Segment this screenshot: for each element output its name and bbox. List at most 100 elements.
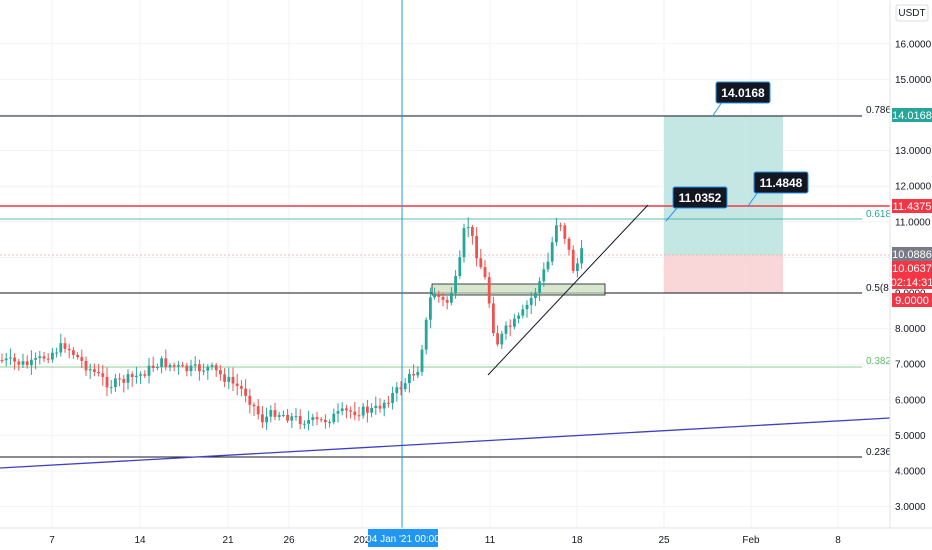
svg-text:18: 18 bbox=[571, 535, 583, 546]
candle-down bbox=[164, 358, 168, 368]
svg-text:26: 26 bbox=[283, 535, 295, 546]
candle-up bbox=[408, 373, 411, 384]
candle-up bbox=[458, 257, 462, 277]
callout-label: 11.0352 bbox=[679, 191, 722, 205]
candle-up bbox=[147, 365, 151, 376]
candle-up bbox=[265, 416, 268, 423]
candle-up bbox=[109, 387, 113, 389]
candle-down bbox=[42, 356, 46, 359]
candle-up bbox=[51, 352, 54, 360]
candle-down bbox=[244, 388, 247, 396]
candle-up bbox=[513, 318, 516, 327]
candle-down bbox=[198, 364, 201, 372]
currency-label: USDT bbox=[898, 8, 925, 19]
candle-down bbox=[508, 325, 512, 327]
candle-down bbox=[441, 296, 445, 300]
candle-down bbox=[445, 299, 449, 303]
candle-down bbox=[349, 410, 352, 412]
candle-down bbox=[185, 365, 189, 372]
candle-up bbox=[504, 325, 508, 334]
candle-down bbox=[252, 404, 256, 407]
fib-label-0618: 0.618( bbox=[866, 209, 895, 220]
candle-up bbox=[517, 315, 520, 319]
price-tick-label: 8.0000 bbox=[895, 324, 926, 335]
currency-selector[interactable]: USDT bbox=[895, 4, 929, 22]
countdown-tag: 02:14:31 bbox=[891, 275, 932, 289]
candle-up bbox=[529, 298, 533, 305]
price-tick-label: 7.0000 bbox=[895, 360, 926, 371]
time-axis[interactable] bbox=[0, 528, 890, 550]
callout-11-4848[interactable]: 11.4848 bbox=[747, 171, 809, 207]
candle-down bbox=[67, 348, 71, 351]
candle-down bbox=[345, 408, 348, 411]
candle-up bbox=[525, 304, 529, 310]
candle-up bbox=[303, 423, 306, 425]
candle-up bbox=[340, 408, 344, 412]
candle-up bbox=[462, 228, 466, 258]
candle-up bbox=[580, 248, 583, 264]
candle-up bbox=[336, 411, 340, 414]
candle-up bbox=[542, 269, 546, 282]
candle-up bbox=[576, 263, 579, 272]
candle-down bbox=[261, 414, 264, 423]
time-axis-ticks: 7 14 21 26 202 11 18 25 Feb 8 bbox=[49, 535, 841, 546]
candle-down bbox=[214, 365, 218, 371]
long-trend-line[interactable] bbox=[0, 417, 891, 469]
candle-down bbox=[319, 419, 323, 421]
candle-up bbox=[416, 371, 420, 376]
svg-text:25: 25 bbox=[658, 535, 670, 546]
candle-up bbox=[311, 417, 315, 421]
callout-label: 11.4848 bbox=[760, 176, 803, 190]
candle-up bbox=[370, 407, 373, 413]
candle-up bbox=[168, 365, 172, 368]
svg-text:02:14:31: 02:14:31 bbox=[891, 277, 932, 289]
candle-down bbox=[76, 354, 79, 358]
candle-down bbox=[219, 370, 222, 375]
grid bbox=[0, 0, 890, 528]
candle-down bbox=[353, 411, 357, 416]
candle-down bbox=[559, 225, 562, 227]
candle-up bbox=[210, 365, 214, 367]
candle-down bbox=[324, 419, 327, 423]
candle-down bbox=[487, 277, 491, 304]
callout-11-0352[interactable]: 11.0352 bbox=[665, 186, 728, 222]
candle-up bbox=[382, 402, 386, 409]
candle-down bbox=[240, 386, 243, 389]
candle-up bbox=[538, 281, 541, 293]
candle-up bbox=[500, 333, 504, 345]
stop-zone[interactable] bbox=[664, 255, 783, 293]
price-tag-target: 14.0168 bbox=[892, 108, 932, 122]
candle-down bbox=[93, 369, 96, 373]
candle-up bbox=[88, 369, 92, 371]
candlesticks[interactable] bbox=[0, 217, 583, 431]
price-tick-label: 15.0000 bbox=[895, 75, 932, 86]
svg-text:04 Jan '21 00:00: 04 Jan '21 00:00 bbox=[366, 534, 440, 545]
price-tick-label: 5.0000 bbox=[895, 431, 926, 442]
candle-down bbox=[571, 249, 575, 272]
fib-label-0382: 0.382( bbox=[866, 356, 895, 367]
candle-up bbox=[294, 416, 298, 418]
candle-down bbox=[151, 365, 155, 369]
candle-up bbox=[361, 406, 365, 416]
candle-up bbox=[156, 366, 159, 369]
candle-up bbox=[433, 293, 436, 298]
candle-down bbox=[492, 303, 495, 334]
callout-14-0168[interactable]: 14.0168 bbox=[711, 81, 771, 118]
candle-down bbox=[231, 376, 235, 384]
support-box[interactable] bbox=[431, 283, 606, 296]
candle-down bbox=[235, 383, 239, 387]
rising-support-line[interactable] bbox=[487, 204, 649, 376]
candle-up bbox=[4, 358, 8, 361]
candle-down bbox=[378, 405, 382, 409]
candle-up bbox=[59, 343, 63, 353]
candle-down bbox=[298, 416, 302, 425]
fib-label-0236: 0.236( bbox=[866, 447, 895, 458]
candle-up bbox=[307, 420, 310, 424]
candle-up bbox=[429, 297, 432, 320]
candle-up bbox=[374, 405, 378, 408]
candle-down bbox=[286, 414, 289, 421]
candle-down bbox=[105, 376, 109, 388]
svg-text:7: 7 bbox=[49, 535, 55, 546]
